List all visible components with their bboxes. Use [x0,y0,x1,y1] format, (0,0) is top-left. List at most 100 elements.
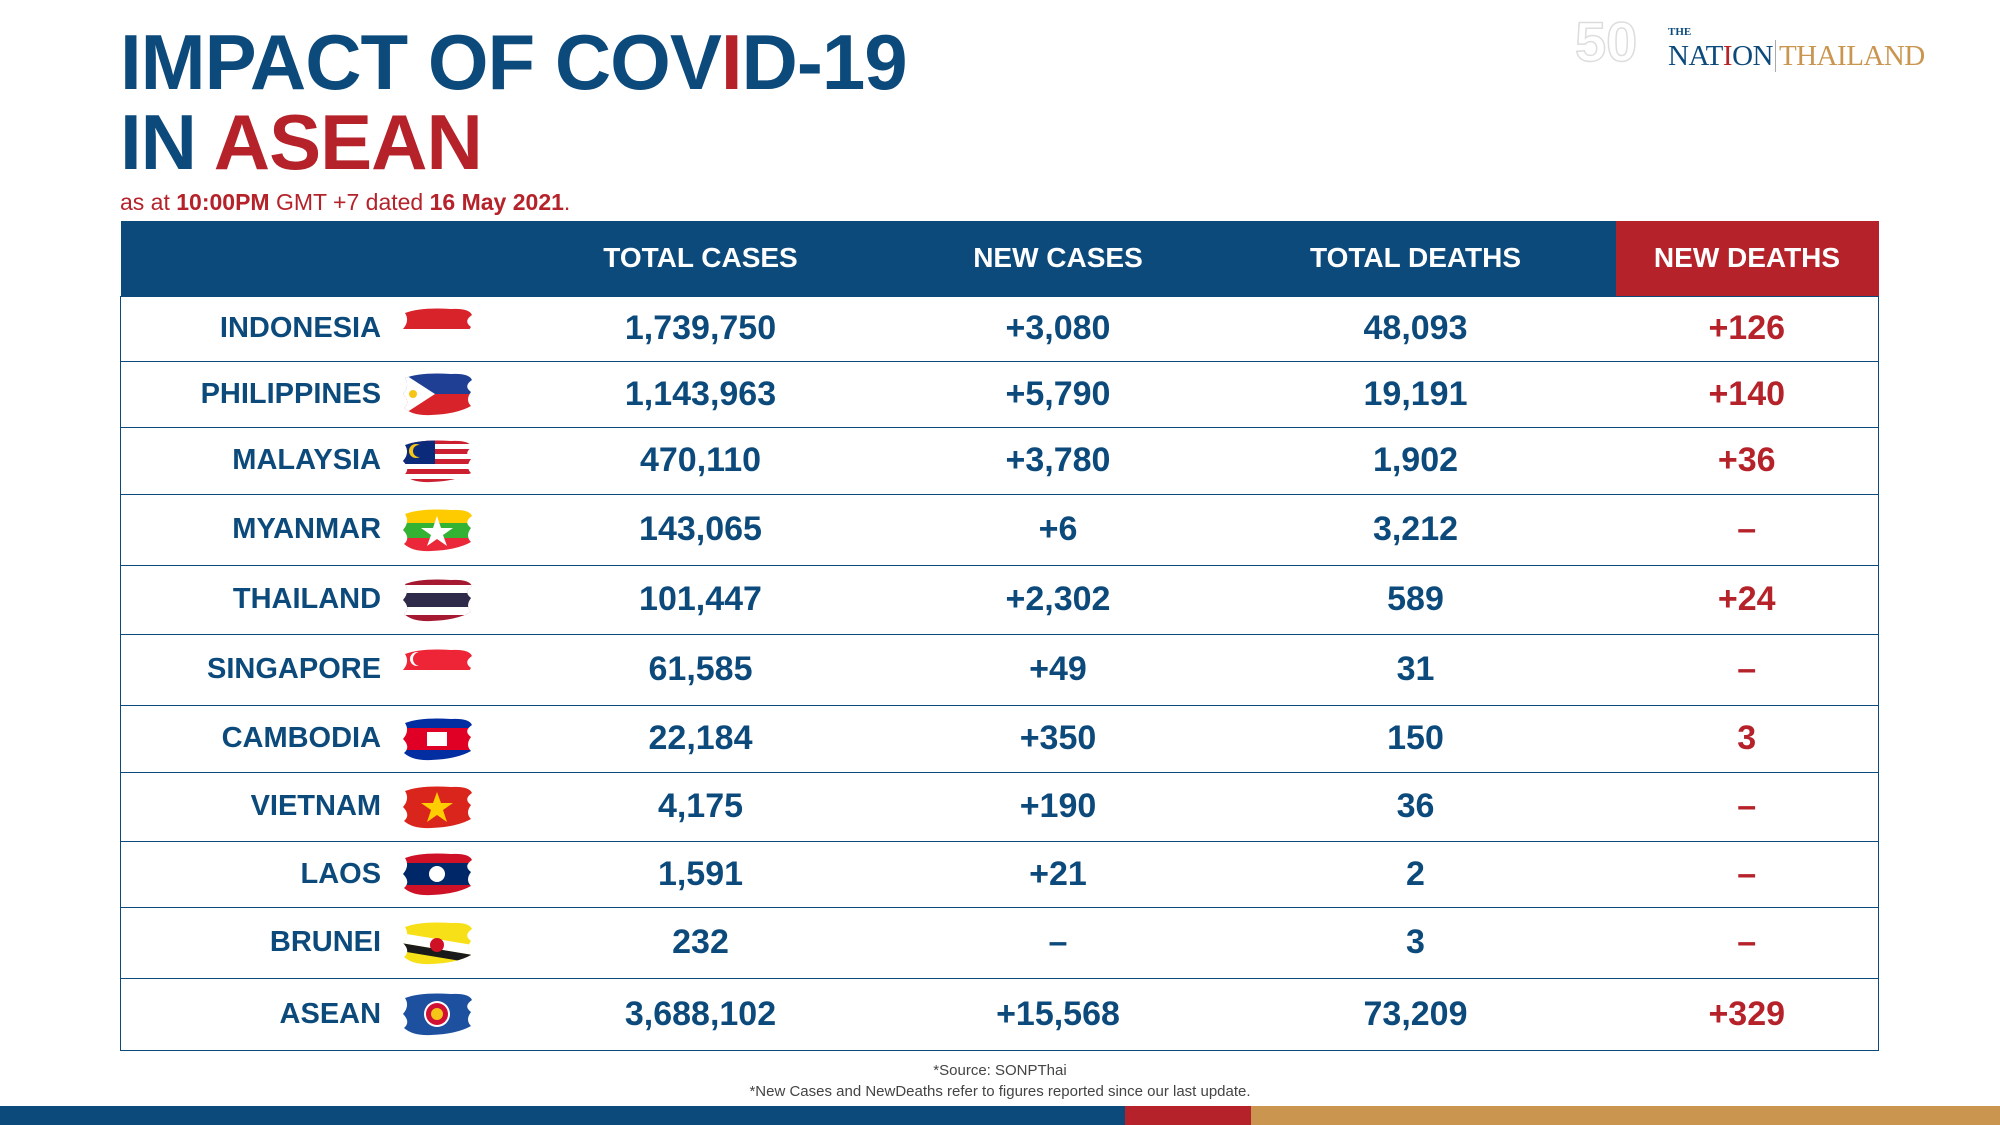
singapore-flag-icon [403,649,473,691]
total-deaths: 48,093 [1215,295,1616,361]
flag-cell [381,906,501,978]
title-text: IN [120,98,214,186]
new-cases: +49 [900,633,1216,705]
flag-cell [381,704,501,772]
title-text: D-19 [741,18,908,106]
new-cases: +3,080 [900,295,1216,361]
new-cases: +2,302 [900,564,1216,634]
myanmar-flag-icon [403,509,473,551]
country-name: CAMBODIA [120,704,382,772]
new-deaths: – [1615,771,1879,841]
subtitle-text: GMT +7 dated [269,189,430,215]
new-cases: – [900,906,1216,978]
anniversary-logo: 50 [1574,10,1638,73]
new-deaths: +126 [1615,295,1879,361]
cambodia-flag-icon [403,718,473,760]
logo-wordmark: NATION THAILAND [1668,40,1925,72]
total-deaths: 19,191 [1215,360,1616,427]
flag-cell [381,771,501,841]
new-deaths: +140 [1615,360,1879,427]
flag-cell [381,426,501,494]
total-cases: 101,447 [500,564,901,634]
header-total-deaths: TOTAL DEATHS [1215,221,1616,296]
brunei-flag-icon [403,922,473,964]
table-row: ASEAN 3,688,102 +15,568 73,209 +329 [120,977,1879,1051]
total-cases: 232 [500,906,901,978]
table-row: CAMBODIA 22,184 +350 150 3 [120,704,1879,772]
total-cases: 143,065 [500,493,901,565]
table-row: LAOS 1,591 +21 2– [120,840,1879,907]
header-new-cases: NEW CASES [900,221,1216,296]
country-name: INDONESIA [120,295,382,361]
malaysia-flag-icon [403,440,473,482]
new-cases: +15,568 [900,977,1216,1051]
total-cases: 1,591 [500,840,901,907]
new-cases: +3,780 [900,426,1216,494]
table-row: BRUNEI 232–3– [120,906,1879,978]
logo-text: I [1722,40,1733,72]
subtitle-text: as at [120,189,177,215]
source-note: *Source: SONPThai [933,1062,1067,1079]
footnote: *New Cases and NewDeaths refer to figure… [749,1083,1251,1100]
new-cases: +21 [900,840,1216,907]
country-name: ASEAN [120,977,382,1051]
footer-bar-blue [0,1106,1125,1125]
country-name: VIETNAM [120,771,382,841]
covid-table: TOTAL CASES NEW CASES TOTAL DEATHS NEW D… [120,221,1879,1051]
date: 16 May 2021 [429,189,564,215]
flag-cell [381,633,501,705]
table-row: INDONESIA 1,739,750 +3,080 48,093 +126 [120,295,1879,361]
total-cases: 470,110 [500,426,901,494]
subtitle: as at 10:00PM GMT +7 dated 16 May 2021. [120,188,570,216]
flag-cell [381,840,501,907]
new-cases: +350 [900,704,1216,772]
flag-cell [381,493,501,565]
header-new-deaths: NEW DEATHS [1615,221,1879,296]
new-deaths: – [1615,633,1879,705]
flag-cell [381,564,501,634]
flag-cell [381,360,501,427]
thailand-flag-icon [403,579,473,621]
title-text: I [720,18,743,106]
country-name: MYANMAR [120,493,382,565]
philippines-flag-icon [403,373,473,416]
subtitle-text: . [563,189,571,215]
flag-cell [381,977,501,1051]
total-deaths: 589 [1215,564,1616,634]
total-cases: 61,585 [500,633,901,705]
country-name: PHILIPPINES [120,360,382,427]
title-text: ASEAN [213,98,483,186]
new-cases: +6 [900,493,1216,565]
country-name: BRUNEI [120,906,382,978]
total-cases: 3,688,102 [500,977,901,1051]
country-name: SINGAPORE [120,633,382,705]
time: 10:00PM [176,189,270,215]
total-deaths: 31 [1215,633,1616,705]
logo-the: THE [1668,26,1692,38]
header-country [120,221,501,296]
vietnam-flag-icon [403,786,473,828]
header-total-cases: TOTAL CASES [500,221,901,296]
total-deaths: 36 [1215,771,1616,841]
country-name: MALAYSIA [120,426,382,494]
nation-thailand-logo: 50 THE NATION THAILAND [1574,8,1955,82]
new-deaths: – [1615,906,1879,978]
total-cases: 4,175 [500,771,901,841]
total-cases: 22,184 [500,704,901,772]
indonesia-flag-icon [403,308,473,350]
total-deaths: 3,212 [1215,493,1616,565]
new-cases: +5,790 [900,360,1216,427]
new-deaths: – [1615,840,1879,907]
logo-text: THAILAND [1774,40,1925,72]
table-row: VIETNAM 4,175 +190 36– [120,771,1879,841]
total-cases: 1,143,963 [500,360,901,427]
new-deaths: +329 [1615,977,1879,1051]
table-header: TOTAL CASES NEW CASES TOTAL DEATHS NEW D… [120,221,1879,296]
logo-text: ON [1732,40,1773,72]
total-deaths: 1,902 [1215,426,1616,494]
page-title: IMPACT OF COVID-19 IN ASEAN [120,22,908,182]
total-deaths: 73,209 [1215,977,1616,1051]
total-deaths: 150 [1215,704,1616,772]
table-row: PHILIPPINES 1,143,963 +5,790 19,191 +140 [120,360,1879,427]
new-deaths: – [1615,493,1879,565]
